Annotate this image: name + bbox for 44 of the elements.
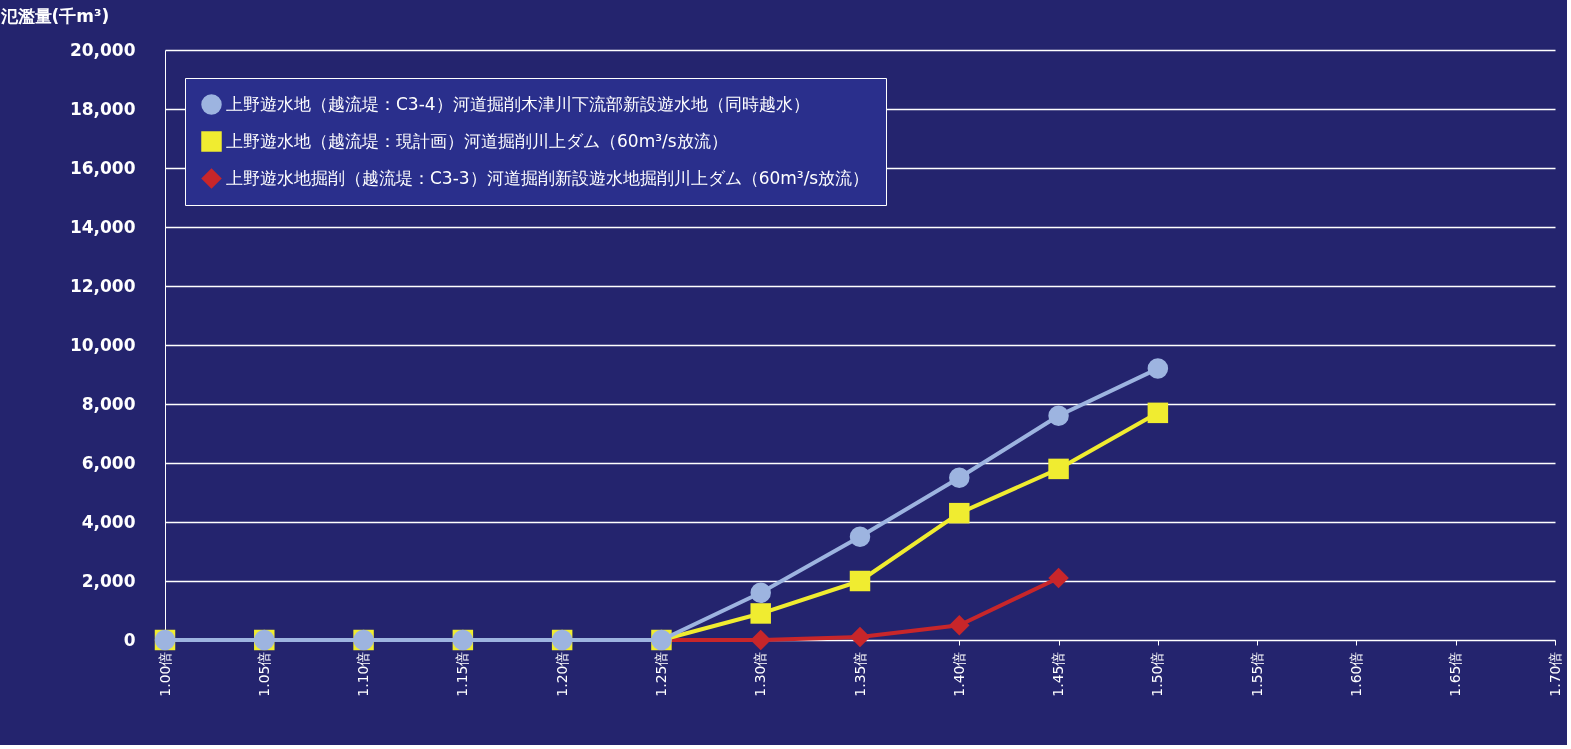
point (1048, 405, 1069, 427)
x-tick-label: 1.15倍 (454, 651, 471, 697)
point (1048, 458, 1069, 480)
point (949, 467, 970, 488)
y-tick-label: 6,000 (81, 452, 136, 473)
point (1147, 358, 1169, 379)
point (750, 582, 771, 604)
x-tick-label: 1.25倍 (652, 651, 669, 697)
x-tick-label: 1.35倍 (851, 651, 868, 697)
x-tick-label: 1.70倍 (1546, 651, 1563, 697)
y-tick-label: 4,000 (81, 511, 136, 532)
legend-label: 上野遊水地掘削（越流堤：C3-3）河道掘削新設遊水地掘削川上ダム（60m³/s放流） (226, 167, 870, 188)
y-tick-label: 16,000 (69, 157, 136, 178)
y-axis-title: 氾濫量(千m³) (0, 5, 110, 26)
y-tick-label: 12,000 (69, 275, 136, 296)
x-tick-label: 1.20倍 (553, 651, 570, 697)
x-tick-label: 1.55倍 (1248, 651, 1265, 697)
point (949, 502, 970, 524)
x-tick-label: 1.60倍 (1347, 651, 1364, 697)
y-tick-label: 8,000 (81, 393, 136, 414)
y-tick-label: 10,000 (69, 334, 136, 355)
y-tick-label: 14,000 (69, 216, 136, 237)
point (849, 526, 871, 547)
x-tick-label: 1.00倍 (156, 651, 173, 697)
point (849, 626, 871, 648)
x-tick-label: 1.50倍 (1149, 651, 1166, 697)
x-tick-label: 1.30倍 (752, 651, 769, 697)
x-tick-label: 1.40倍 (950, 651, 967, 697)
y-tick-label: 20,000 (69, 39, 136, 60)
point (1048, 567, 1069, 589)
legend-label: 上野遊水地（越流堤：C3-4）河道掘削木津川下流部新設遊水地（同時越水） (226, 93, 810, 114)
x-tick-label: 1.05倍 (255, 651, 272, 697)
y-tick-label: 0 (123, 629, 136, 650)
legend-label: 上野遊水地（越流堤：現計画）河道掘削川上ダム（60m³/s放流） (226, 130, 728, 151)
point (750, 603, 771, 624)
x-tick-label: 1.45倍 (1050, 651, 1067, 697)
y-tick-label: 18,000 (69, 98, 136, 119)
y-tick-label: 2,000 (81, 570, 136, 591)
point (849, 570, 871, 592)
x-tick-label: 1.65倍 (1447, 651, 1464, 697)
point (949, 615, 970, 636)
point (750, 629, 771, 651)
point (1147, 402, 1169, 424)
x-tick-label: 1.10倍 (355, 651, 372, 697)
